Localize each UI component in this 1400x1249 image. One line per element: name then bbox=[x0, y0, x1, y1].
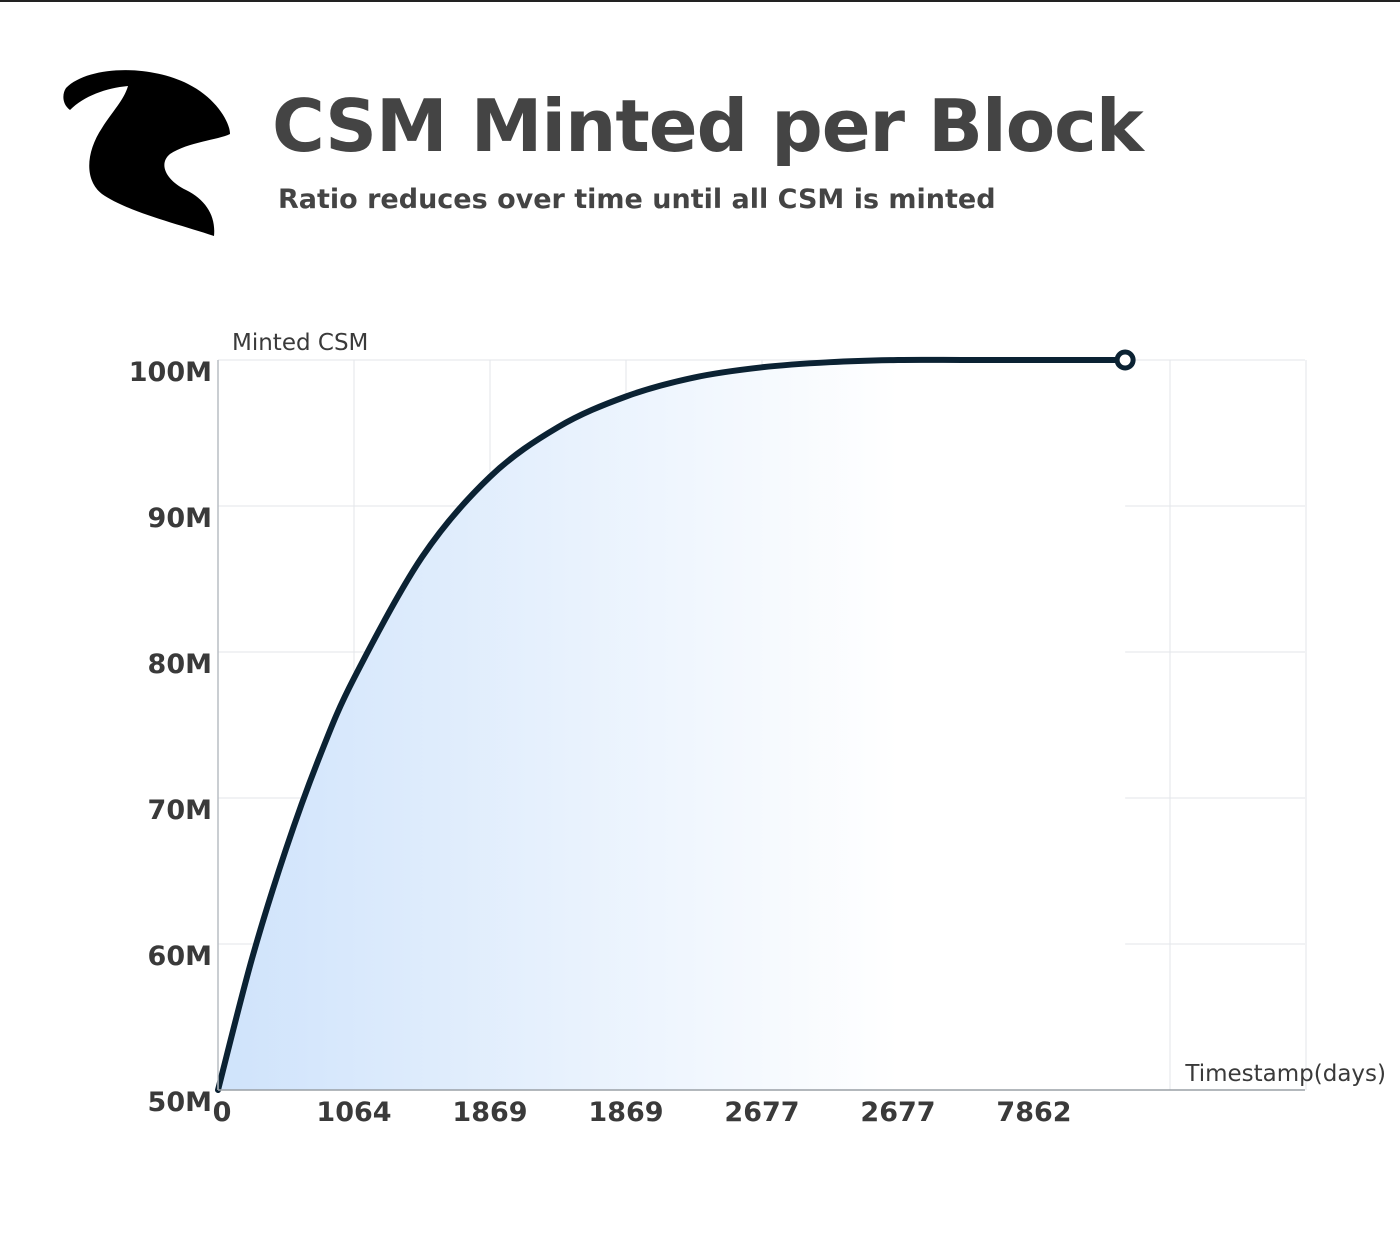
x-tick-label: 2677 bbox=[860, 1097, 935, 1128]
x-tick-label: 2677 bbox=[724, 1097, 799, 1128]
top-border bbox=[0, 0, 1400, 2]
page-subtitle: Ratio reduces over time until all CSM is… bbox=[278, 184, 996, 215]
series-end-marker bbox=[1114, 349, 1136, 371]
x-tick-label: 7862 bbox=[996, 1097, 1071, 1128]
y-axis-title: Minted CSM bbox=[232, 330, 368, 356]
goat-head-logo-icon bbox=[63, 70, 230, 236]
x-tick-label: 0 bbox=[213, 1097, 232, 1128]
area-fill bbox=[218, 359, 1126, 1090]
x-tick-label: 1869 bbox=[588, 1097, 663, 1128]
x-tick-label: 1869 bbox=[452, 1097, 527, 1128]
y-tick-label: 50M bbox=[148, 1087, 212, 1118]
x-axis-title: Timestamp(days) bbox=[1184, 1061, 1386, 1087]
y-tick-label: 100M bbox=[129, 357, 212, 388]
page-title: CSM Minted per Block bbox=[272, 84, 1144, 168]
y-tick-label: 80M bbox=[148, 649, 212, 680]
series-line bbox=[215, 356, 1129, 1093]
y-tick-label: 70M bbox=[148, 795, 212, 826]
x-tick-label: 1064 bbox=[316, 1097, 391, 1128]
minted-csm-chart: 50M 60M 70M 80M 90M 100M 0 1064 1869 1869 2677 2677… bbox=[129, 330, 1386, 1128]
y-tick-label: 60M bbox=[148, 941, 212, 972]
y-tick-label: 90M bbox=[148, 503, 212, 534]
